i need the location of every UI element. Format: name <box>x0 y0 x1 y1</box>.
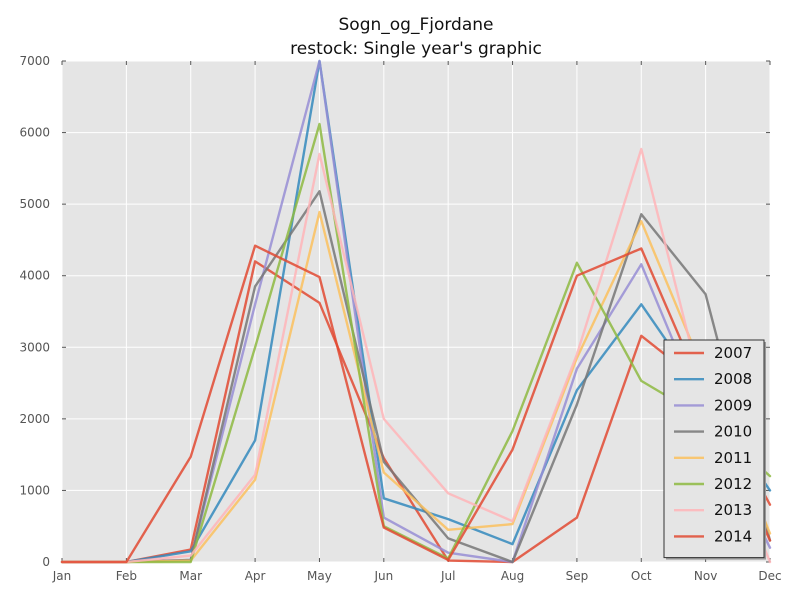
x-tick-label: Feb <box>116 569 137 583</box>
legend-label-2010: 2010 <box>714 423 752 441</box>
x-tick-label: May <box>307 569 332 583</box>
legend-label-2008: 2008 <box>714 370 752 388</box>
y-tick-label: 5000 <box>19 197 50 211</box>
plot-area <box>62 61 770 562</box>
x-tick-label: Oct <box>631 569 652 583</box>
x-tick-label: Jun <box>373 569 393 583</box>
legend-label-2011: 2011 <box>714 449 752 467</box>
x-tick-label: Mar <box>179 569 202 583</box>
x-tick-label: Jul <box>440 569 455 583</box>
y-tick-label: 0 <box>42 555 50 569</box>
x-tick-label: Apr <box>245 569 266 583</box>
x-tick-label: Jan <box>52 569 72 583</box>
y-tick-label: 1000 <box>19 483 50 497</box>
axis-ticks: Jan Feb Mar Apr May Jun Jul Aug Sep Oct Nov Dec 0 100… <box>19 54 781 583</box>
y-tick-label: 6000 <box>19 126 50 140</box>
y-tick-label: 4000 <box>19 269 50 283</box>
series-lines <box>60 59 772 564</box>
legend-label-2014: 2014 <box>714 527 752 545</box>
legend: 2007 2008 2009 2010 2011 2012 2013 2014 <box>663 339 766 560</box>
series-line-2013 <box>60 147 772 564</box>
chart-title: Sogn_og_Fjordane <box>339 15 494 35</box>
y-tick-label: 7000 <box>19 54 50 68</box>
x-tick-label: Sep <box>566 569 589 583</box>
x-tick-label: Nov <box>694 569 717 583</box>
x-tick-label: Dec <box>758 569 781 583</box>
legend-label-2009: 2009 <box>714 396 752 414</box>
series-line-2014 <box>60 244 772 564</box>
legend-box <box>663 339 765 559</box>
y-tick-label: 3000 <box>19 340 50 354</box>
series-line-2012 <box>60 122 772 564</box>
chart-subtitle: restock: Single year's graphic <box>290 39 542 59</box>
series-line-2008 <box>60 59 772 564</box>
legend-label-2012: 2012 <box>714 475 752 493</box>
legend-label-2007: 2007 <box>714 344 752 362</box>
x-tick-label: Aug <box>501 569 524 583</box>
y-tick-label: 2000 <box>19 412 50 426</box>
legend-label-2013: 2013 <box>714 501 752 519</box>
